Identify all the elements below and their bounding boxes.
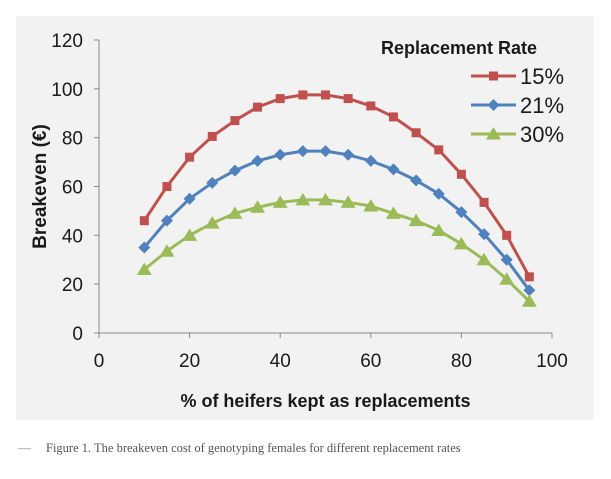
data-point bbox=[453, 236, 469, 250]
data-point bbox=[478, 228, 491, 241]
data-point bbox=[431, 223, 447, 236]
x-tick-labels: 0 20 40 60 80 100 bbox=[94, 351, 568, 372]
series-0 bbox=[139, 90, 534, 282]
data-point bbox=[523, 284, 536, 297]
data-point bbox=[319, 145, 332, 158]
y-tick-labels: 0 20 40 60 80 100 120 bbox=[51, 31, 83, 345]
data-point bbox=[136, 262, 152, 276]
data-point bbox=[182, 228, 198, 241]
data-point bbox=[204, 216, 220, 229]
data-point bbox=[275, 94, 285, 104]
data-point bbox=[476, 252, 492, 266]
data-point bbox=[295, 192, 311, 206]
legend-swatch-marker bbox=[489, 71, 498, 81]
data-point bbox=[385, 206, 401, 219]
y-axis-title: Breakeven (€) bbox=[30, 124, 51, 249]
data-point bbox=[366, 101, 376, 111]
series-2 bbox=[136, 192, 537, 307]
legend-swatch-marker bbox=[486, 127, 501, 140]
data-point bbox=[274, 148, 287, 161]
breakeven-chart: 0 20 40 60 80 100 120 0 20 40 60 80 100 Breakeven (… bbox=[30, 31, 568, 411]
data-point bbox=[456, 169, 466, 179]
y-tick-label: 100 bbox=[51, 80, 83, 101]
x-tick-label: 0 bbox=[94, 351, 105, 372]
data-point bbox=[228, 164, 241, 177]
data-point bbox=[227, 206, 243, 219]
y-tick-label: 40 bbox=[62, 226, 83, 247]
data-point bbox=[340, 195, 356, 208]
data-point bbox=[230, 116, 240, 126]
data-point bbox=[207, 131, 217, 141]
x-tick-label: 40 bbox=[270, 351, 291, 372]
data-point bbox=[318, 192, 333, 206]
legend-item: 21% bbox=[471, 93, 564, 118]
data-point bbox=[296, 145, 309, 158]
x-axis-title: % of heifers kept as replacements bbox=[180, 391, 470, 411]
legend-label: 15% bbox=[520, 64, 564, 89]
legend: Replacement Rate 15% 21% 30% bbox=[381, 38, 564, 147]
x-tick-label: 100 bbox=[536, 351, 568, 372]
data-point bbox=[343, 94, 353, 104]
figure-caption: — Figure 1. The breakeven cost of genoty… bbox=[16, 438, 594, 458]
data-point bbox=[253, 102, 263, 112]
data-point bbox=[298, 90, 308, 100]
data-point bbox=[160, 214, 173, 227]
legend-title: Replacement Rate bbox=[381, 38, 537, 58]
figure-panel: 0 20 40 60 80 100 120 0 20 40 60 80 100 Breakeven (… bbox=[16, 16, 594, 420]
data-point bbox=[499, 272, 515, 285]
legend-swatch-marker bbox=[487, 99, 500, 111]
data-point bbox=[250, 200, 266, 213]
data-point bbox=[159, 244, 175, 257]
x-tick-label: 80 bbox=[451, 351, 472, 372]
series-1 bbox=[138, 145, 536, 297]
x-tick-label: 60 bbox=[360, 351, 381, 372]
legend-item: 30% bbox=[471, 122, 564, 147]
y-tick-label: 60 bbox=[62, 178, 83, 199]
data-point bbox=[183, 192, 196, 205]
data-point bbox=[185, 152, 195, 162]
data-point bbox=[342, 148, 355, 161]
data-point bbox=[272, 195, 288, 208]
series-line bbox=[142, 149, 531, 292]
data-point bbox=[162, 182, 172, 191]
caption-dash: — bbox=[18, 440, 31, 455]
data-point bbox=[500, 253, 513, 266]
legend-label: 30% bbox=[520, 122, 564, 147]
caption-text: Figure 1. The breakeven cost of genotypi… bbox=[46, 440, 461, 455]
data-point bbox=[138, 241, 151, 254]
data-point bbox=[411, 128, 421, 138]
data-point bbox=[139, 216, 149, 226]
legend-label: 21% bbox=[520, 93, 564, 118]
y-tick-label: 120 bbox=[51, 31, 83, 52]
y-tick-label: 0 bbox=[72, 324, 83, 345]
data-point bbox=[410, 174, 423, 187]
data-point bbox=[479, 197, 489, 207]
y-tick-label: 20 bbox=[62, 275, 83, 296]
data-point bbox=[521, 294, 537, 307]
x-tick-label: 20 bbox=[179, 351, 200, 372]
y-tick-label: 80 bbox=[62, 129, 83, 150]
data-point bbox=[363, 199, 379, 212]
data-point bbox=[455, 206, 468, 219]
data-point bbox=[408, 213, 424, 227]
data-point bbox=[321, 90, 330, 100]
data-point bbox=[434, 145, 444, 155]
series-line bbox=[142, 198, 531, 303]
data-point bbox=[206, 176, 219, 189]
data-point bbox=[388, 112, 398, 122]
legend-item: 15% bbox=[471, 64, 564, 89]
data-point bbox=[251, 154, 264, 167]
data-point bbox=[432, 187, 445, 200]
series-layer bbox=[136, 90, 537, 307]
data-point bbox=[524, 272, 534, 282]
axes bbox=[94, 39, 553, 338]
data-point bbox=[502, 230, 512, 240]
data-point bbox=[387, 163, 400, 176]
data-point bbox=[364, 154, 377, 167]
